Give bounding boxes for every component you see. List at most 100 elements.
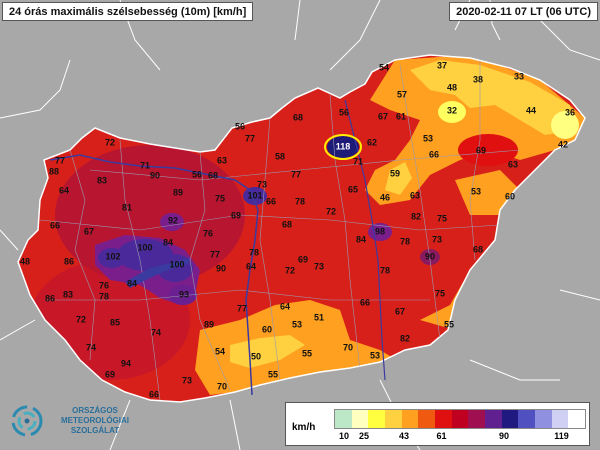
station-value: 83 <box>63 289 73 299</box>
station-value: 70 <box>217 381 227 391</box>
legend-color-bar <box>334 409 586 429</box>
station-value: 88 <box>49 166 59 176</box>
station-value: 46 <box>380 192 390 202</box>
station-value: 36 <box>565 107 575 117</box>
station-value: 77 <box>245 133 255 143</box>
station-value: 44 <box>526 105 536 115</box>
station-value: 53 <box>292 319 302 329</box>
map-timestamp: 2020-02-11 07 LT (06 UTC) <box>449 2 598 21</box>
station-value: 72 <box>285 265 295 275</box>
station-value: 69 <box>476 145 486 155</box>
station-value: 54 <box>215 346 225 356</box>
station-value: 69 <box>298 254 308 264</box>
station-value: 78 <box>99 291 109 301</box>
station-value: 72 <box>326 206 336 216</box>
station-value: 53 <box>370 350 380 360</box>
station-value: 48 <box>447 82 457 92</box>
station-value: 66 <box>149 389 159 399</box>
station-value: 74 <box>86 342 96 352</box>
logo-line-2: METEOROLÓGIAI <box>61 416 129 425</box>
station-value: 61 <box>396 111 406 121</box>
danube-river <box>49 154 259 396</box>
legend-tick-label: 10 <box>338 431 350 441</box>
legend-swatch <box>485 410 502 428</box>
station-value: 81 <box>122 202 132 212</box>
station-value: 38 <box>473 74 483 84</box>
legend-tick-label: 90 <box>498 431 510 441</box>
station-value: 66 <box>429 149 439 159</box>
station-value: 55 <box>268 369 278 379</box>
station-value: 93 <box>179 289 189 299</box>
station-value: 84 <box>163 237 173 247</box>
station-value: 82 <box>400 333 410 343</box>
station-value: 68 <box>282 219 292 229</box>
station-value: 51 <box>314 312 324 322</box>
station-value: 68 <box>293 112 303 122</box>
station-value: 37 <box>437 60 447 70</box>
station-value: 64 <box>59 185 69 195</box>
station-value: 72 <box>76 314 86 324</box>
station-value: 78 <box>295 196 305 206</box>
station-value: 60 <box>505 191 515 201</box>
legend-swatch <box>535 410 552 428</box>
station-value: 70 <box>343 342 353 352</box>
station-value: 85 <box>110 317 120 327</box>
station-value: 67 <box>395 306 405 316</box>
station-value: 57 <box>397 89 407 99</box>
station-value: 89 <box>204 319 214 329</box>
station-value: 84 <box>356 234 366 244</box>
station-value: 54 <box>379 62 389 72</box>
station-value: 53 <box>471 186 481 196</box>
station-value: 90 <box>150 170 160 180</box>
station-value: 60 <box>262 324 272 334</box>
station-value: 32 <box>447 105 457 115</box>
station-value: 75 <box>435 288 445 298</box>
legend-swatch <box>351 410 369 428</box>
legend-tick-label: 43 <box>398 431 410 441</box>
station-value: 58 <box>275 151 285 161</box>
station-value: 67 <box>378 111 388 121</box>
omsz-logo: ORSZÁGOS METEOROLÓGIAI SZOLGÁLAT <box>10 402 140 442</box>
legend-tick-label: 61 <box>436 431 447 441</box>
legend-swatch <box>401 410 419 428</box>
legend-ticks: 10 25 43 61 90 119 <box>334 431 584 443</box>
station-value: 55 <box>302 348 312 358</box>
station-value: 101 <box>247 190 262 200</box>
station-value: 77 <box>291 169 301 179</box>
station-value: 73 <box>314 261 324 271</box>
station-value: 86 <box>45 293 55 303</box>
station-value: 64 <box>280 301 290 311</box>
tisza-river <box>344 99 386 381</box>
station-value: 77 <box>210 249 220 259</box>
legend-swatch <box>385 410 402 428</box>
station-value: 77 <box>55 155 65 165</box>
station-value: 100 <box>169 259 184 269</box>
omsz-logo-icon <box>11 405 43 437</box>
station-value: 71 <box>353 156 363 166</box>
station-value: 42 <box>558 139 568 149</box>
station-value: 74 <box>151 327 161 337</box>
logo-line-3: SZOLGÁLAT <box>70 426 120 435</box>
legend-swatch <box>551 410 569 428</box>
station-value: 76 <box>203 228 213 238</box>
legend-unit: km/h <box>292 422 316 433</box>
station-value: 69 <box>105 369 115 379</box>
station-value: 102 <box>105 251 120 261</box>
station-value: 94 <box>121 358 131 368</box>
station-value: 53 <box>423 133 433 143</box>
station-value: 90 <box>216 263 226 273</box>
legend-swatch <box>468 410 486 428</box>
station-value: 73 <box>257 179 267 189</box>
station-value: 75 <box>215 193 225 203</box>
legend-swatch <box>451 410 469 428</box>
station-value: 66 <box>360 297 370 307</box>
legend-swatch <box>418 410 436 428</box>
station-value: 78 <box>400 236 410 246</box>
legend-swatch <box>335 410 352 428</box>
station-value: 78 <box>249 247 259 257</box>
station-value: 68 <box>473 244 483 254</box>
station-value: 83 <box>97 175 107 185</box>
station-value: 118 <box>336 141 351 151</box>
